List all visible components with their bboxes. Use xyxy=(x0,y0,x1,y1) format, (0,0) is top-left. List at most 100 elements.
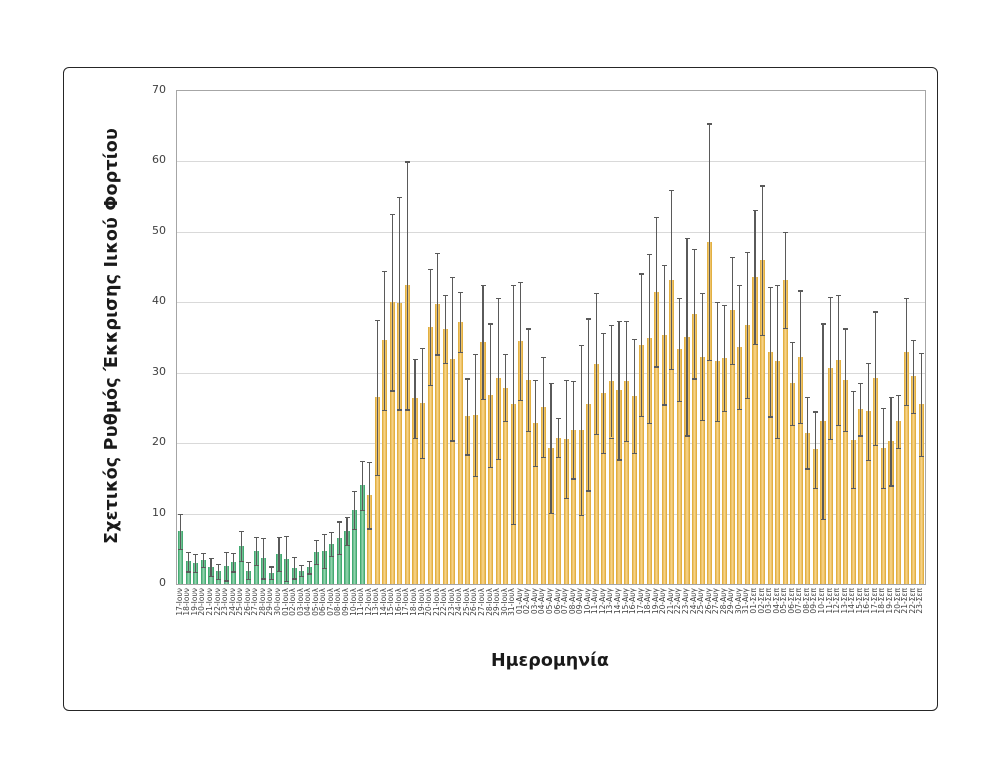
bar xyxy=(752,276,758,584)
error-bar xyxy=(656,217,658,367)
error-bar-cap xyxy=(790,341,796,343)
error-bar xyxy=(202,553,205,568)
error-bar-cap xyxy=(812,487,818,489)
error-bar-cap xyxy=(200,553,206,555)
error-bar xyxy=(323,533,325,568)
error-bar-cap xyxy=(336,521,342,523)
error-bar-cap xyxy=(231,553,237,555)
bar xyxy=(895,421,902,584)
error-bar xyxy=(497,298,499,459)
error-bar-cap xyxy=(200,567,206,569)
error-bar xyxy=(505,353,507,422)
error-bar xyxy=(761,185,764,335)
y-tick-label: 20 xyxy=(152,435,166,449)
error-bar-cap xyxy=(828,296,834,298)
error-bar-cap xyxy=(669,369,675,371)
error-bar-cap xyxy=(888,396,894,398)
error-bar-cap xyxy=(488,323,494,325)
error-bar xyxy=(867,362,869,461)
bar xyxy=(336,537,343,584)
error-bar xyxy=(391,214,393,391)
bar xyxy=(571,429,577,584)
error-bar xyxy=(263,537,265,579)
error-bar xyxy=(852,391,854,489)
bar xyxy=(200,560,207,584)
error-bar-cap xyxy=(404,409,410,411)
error-bar-cap xyxy=(518,281,524,284)
error-bar-cap xyxy=(533,465,539,467)
error-bar-cap xyxy=(692,378,698,380)
error-bar-cap xyxy=(578,344,584,346)
error-bar-cap xyxy=(775,438,781,440)
bar xyxy=(563,438,569,584)
bar xyxy=(457,322,463,584)
error-bar xyxy=(693,248,696,379)
error-bar-cap xyxy=(427,384,433,386)
error-bar xyxy=(285,536,288,582)
error-bar xyxy=(535,379,537,466)
bar xyxy=(306,567,312,584)
error-bar-cap xyxy=(268,566,274,568)
bar xyxy=(843,379,849,584)
error-bar-cap xyxy=(238,560,244,562)
error-bar-cap xyxy=(442,295,448,297)
bar xyxy=(691,313,698,584)
error-bar-cap xyxy=(880,488,886,490)
y-tick-label: 0 xyxy=(159,576,166,589)
error-bar-cap xyxy=(352,529,358,531)
bar xyxy=(465,416,471,584)
error-bar-cap xyxy=(722,410,728,412)
error-bar xyxy=(595,293,597,434)
error-bar-cap xyxy=(865,460,871,462)
bar xyxy=(865,411,871,584)
error-bar-cap xyxy=(571,478,577,480)
bar xyxy=(699,356,705,584)
bar xyxy=(880,448,887,584)
bar xyxy=(480,341,486,584)
error-bar-cap xyxy=(646,253,652,255)
error-bar-cap xyxy=(639,415,645,417)
error-bar-cap xyxy=(367,528,373,530)
error-bar-cap xyxy=(276,536,282,538)
error-bar xyxy=(890,396,892,486)
error-bar-cap xyxy=(744,398,750,400)
error-bar-cap xyxy=(457,291,463,293)
error-bar-cap xyxy=(548,383,554,385)
error-bar-cap xyxy=(291,578,297,580)
bar xyxy=(903,351,909,584)
error-bar-cap xyxy=(503,353,509,355)
bar xyxy=(404,285,411,584)
error-bar-cap xyxy=(397,196,403,198)
gridline xyxy=(177,372,925,374)
error-bar-cap xyxy=(843,328,849,330)
error-bar xyxy=(210,557,212,577)
error-bar xyxy=(459,291,461,353)
error-bar-cap xyxy=(314,563,320,565)
error-bar-cap xyxy=(246,579,252,581)
error-bar-cap xyxy=(261,578,267,580)
error-bar-cap xyxy=(714,421,720,423)
error-bar-cap xyxy=(382,410,388,412)
error-bar xyxy=(474,353,477,477)
bar xyxy=(435,303,441,584)
error-bar-cap xyxy=(676,298,682,300)
error-bar xyxy=(633,338,635,453)
error-bar xyxy=(414,358,416,438)
error-bar-cap xyxy=(624,441,630,443)
error-bar xyxy=(716,301,718,422)
bar xyxy=(676,349,683,584)
bar xyxy=(472,414,479,584)
error-bar xyxy=(301,564,303,577)
error-bar-cap xyxy=(563,379,569,381)
bar xyxy=(827,367,834,584)
error-bar-cap xyxy=(306,573,312,575)
error-bar-cap xyxy=(231,571,237,573)
error-bar-cap xyxy=(216,579,222,581)
bar xyxy=(525,379,531,584)
bar xyxy=(623,381,630,584)
error-bar xyxy=(709,123,711,361)
error-bar xyxy=(724,305,726,411)
error-bar-cap xyxy=(352,491,358,493)
error-bar xyxy=(353,491,356,530)
error-bar-cap xyxy=(344,545,350,547)
